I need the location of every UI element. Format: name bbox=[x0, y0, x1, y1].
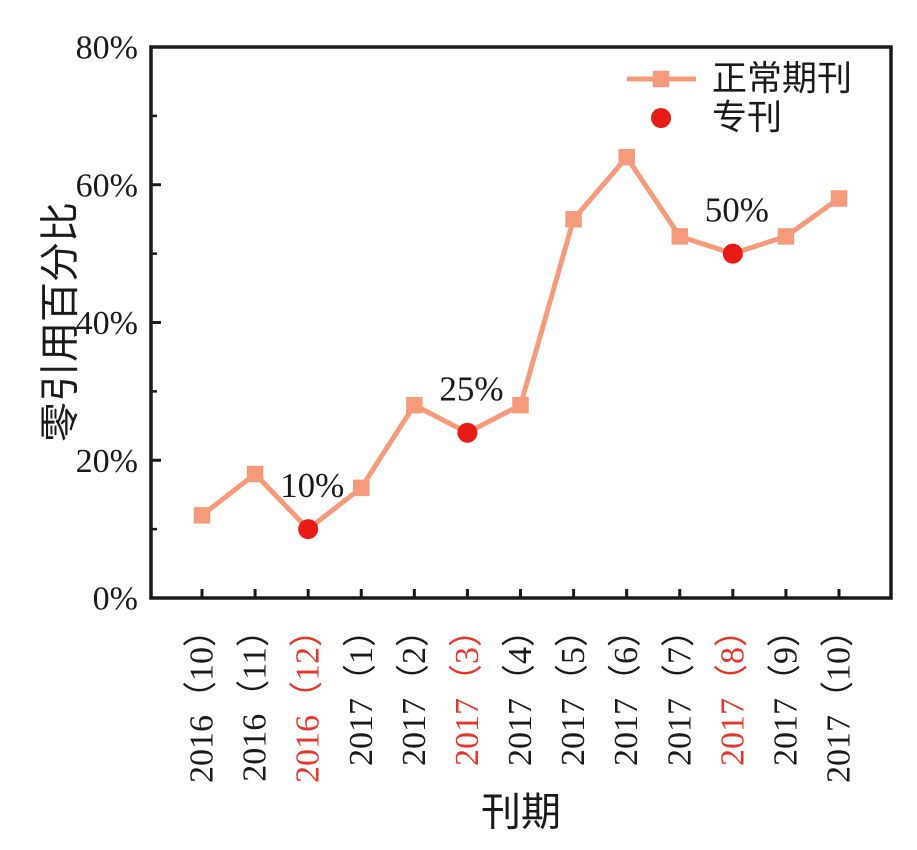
x-tick-label-0: 2016（10） bbox=[183, 613, 221, 783]
y-axis-tick-labels: 0% 20% 40% 60% 80% bbox=[76, 30, 138, 618]
legend-square-marker-normal-journal bbox=[652, 70, 670, 88]
x-tick-label-6: 2017（4） bbox=[501, 613, 539, 766]
y-tick-label-20: 20% bbox=[76, 443, 138, 480]
normal-journal-marker-4 bbox=[406, 396, 423, 414]
annotation-50%: 50% bbox=[705, 191, 769, 230]
point-annotations: 10% 25% 50% bbox=[280, 191, 769, 506]
normal-journal-marker-1 bbox=[246, 465, 264, 483]
y-tick-label-60: 60% bbox=[76, 167, 138, 204]
x-tick-label-12: 2017（10） bbox=[820, 613, 858, 783]
series-special-issue bbox=[298, 243, 743, 540]
x-axis-ticks bbox=[200, 589, 841, 598]
x-tick-label-2-highlighted: 2016（12） bbox=[289, 613, 327, 783]
legend-label-normal-journal: 正常期刊 bbox=[712, 60, 852, 99]
legend-label-special-issue: 专刊 bbox=[712, 99, 782, 138]
y-tick-label-0: 0% bbox=[93, 581, 138, 618]
x-axis-title: 刊期 bbox=[481, 790, 561, 835]
normal-journal-marker-11 bbox=[777, 228, 795, 245]
x-axis-tick-labels: 2016（10） 2016（11） 2016（12） 2017（1） 2017（2） 20… bbox=[183, 613, 858, 783]
x-tick-label-3: 2017（1） bbox=[342, 613, 380, 766]
normal-journal-marker-3 bbox=[353, 479, 370, 497]
legend-circle-marker-special-issue bbox=[651, 108, 671, 128]
normal-journal-marker-7 bbox=[565, 210, 582, 228]
special-issue-marker-2 bbox=[298, 519, 319, 540]
x-tick-label-9: 2017（7） bbox=[660, 613, 698, 766]
x-tick-label-1: 2016（11） bbox=[236, 613, 274, 782]
x-tick-label-7: 2017（5） bbox=[554, 613, 592, 766]
normal-journal-marker-8 bbox=[618, 148, 635, 166]
legend-item-normal-journal: 正常期刊 bbox=[627, 60, 852, 99]
annotation-25%: 25% bbox=[439, 370, 503, 409]
x-tick-label-5-highlighted: 2017（3） bbox=[448, 613, 486, 766]
y-axis-ticks bbox=[151, 45, 161, 600]
x-tick-label-4: 2017（2） bbox=[395, 613, 433, 766]
x-tick-label-8: 2017（6） bbox=[607, 613, 645, 766]
normal-journal-marker-6 bbox=[512, 396, 529, 414]
x-tick-label-11: 2017（9） bbox=[766, 613, 804, 766]
x-tick-label-10-highlighted: 2017（8） bbox=[713, 613, 751, 766]
special-issue-marker-10 bbox=[722, 243, 743, 264]
y-tick-label-40: 40% bbox=[76, 305, 138, 342]
normal-journal-marker-9 bbox=[671, 228, 688, 245]
normal-journal-marker-0 bbox=[193, 507, 211, 524]
legend-item-special-issue: 专刊 bbox=[651, 99, 782, 138]
y-tick-label-80: 80% bbox=[76, 30, 138, 67]
annotation-10%: 10% bbox=[280, 466, 344, 505]
y-axis-title: 零引用百分比 bbox=[38, 202, 83, 442]
normal-journal-marker-12 bbox=[830, 190, 848, 207]
special-issue-marker-5 bbox=[457, 422, 478, 443]
